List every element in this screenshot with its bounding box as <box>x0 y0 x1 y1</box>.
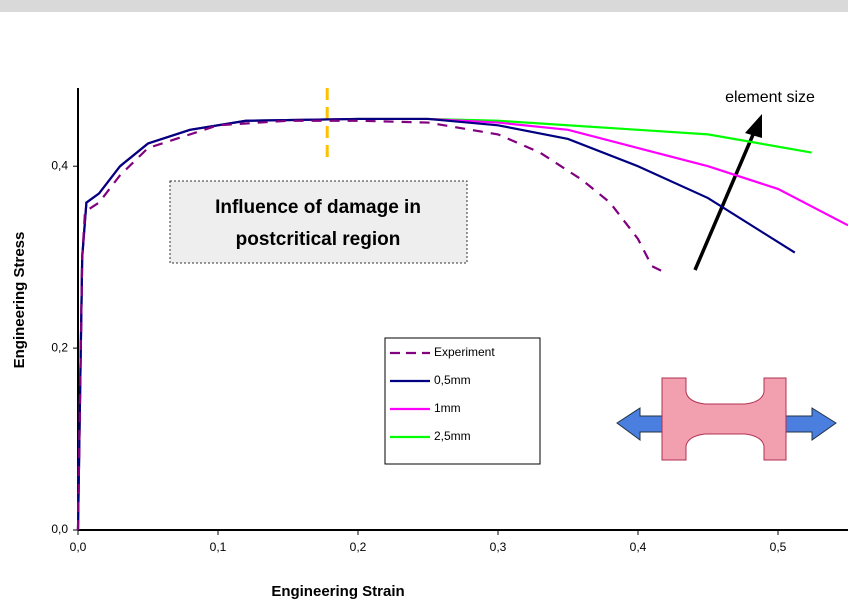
top-bar <box>0 0 848 12</box>
legend-label: 0,5mm <box>434 373 471 387</box>
specimen <box>616 377 837 461</box>
y-tick-label: 0,2 <box>51 340 68 354</box>
series-line <box>76 117 796 531</box>
legend <box>384 337 541 465</box>
legend-label: Experiment <box>434 345 495 359</box>
series-line <box>76 117 812 531</box>
y-axis-label: Engineering Stress <box>11 232 28 369</box>
series-line <box>76 119 664 531</box>
arrow-head <box>745 114 762 138</box>
annotation-box <box>169 180 468 264</box>
legend-label: 1mm <box>434 401 461 415</box>
y-tick-label: 0,4 <box>51 158 68 172</box>
x-tick-label: 0,1 <box>210 540 227 554</box>
y-tick-label: 0,0 <box>51 522 68 536</box>
arrow-shaft <box>693 129 757 271</box>
x-tick-label: 0,4 <box>630 540 647 554</box>
annotation-text: Influence of damage in <box>215 197 421 218</box>
x-axis-label: Engineering Strain <box>271 583 404 600</box>
x-tick-label: 0,0 <box>70 540 87 554</box>
annotation-text: postcritical region <box>236 229 401 250</box>
legend-label: 2,5mm <box>434 429 471 443</box>
arrow-label: element size <box>725 89 815 106</box>
x-tick-label: 0,5 <box>770 540 787 554</box>
x-tick-label: 0,3 <box>490 540 507 554</box>
x-tick-label: 0,2 <box>350 540 367 554</box>
